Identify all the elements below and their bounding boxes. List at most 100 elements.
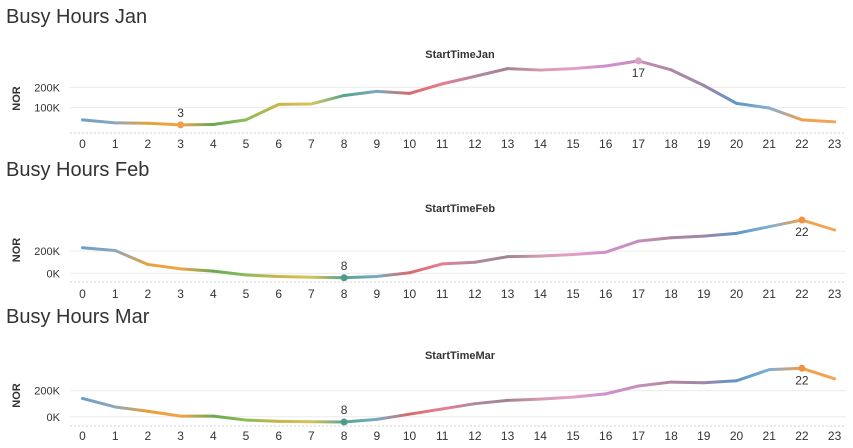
x-tick-label: 6: [275, 287, 282, 301]
line-segment: [802, 120, 835, 122]
x-tick-label: 4: [210, 287, 217, 301]
x-tick-label: 22: [795, 137, 809, 151]
x-tick-label: 3: [177, 137, 184, 151]
x-tick-label: 11: [436, 137, 449, 151]
line-segment: [410, 84, 443, 94]
x-tick-label: 7: [308, 137, 315, 151]
line-segment: [638, 238, 671, 241]
x-tick-label: 14: [534, 429, 548, 443]
x-tick-label: 14: [534, 137, 548, 151]
x-tick-label: 18: [664, 429, 678, 443]
line-segment: [246, 104, 279, 119]
x-tick-label: 17: [632, 429, 646, 443]
line-segment: [671, 236, 704, 238]
line-segment: [442, 262, 475, 264]
line-segment: [181, 269, 214, 271]
x-tick-label: 10: [403, 137, 417, 151]
x-tick-label: 12: [468, 137, 482, 151]
line-segment: [573, 394, 606, 397]
data-point-marker[interactable]: [341, 274, 348, 281]
line-segment: [213, 120, 246, 125]
y-tick-label: 100K: [34, 103, 60, 115]
data-point-marker[interactable]: [635, 57, 642, 64]
line-segment: [246, 420, 279, 421]
x-tick-label: 8: [341, 137, 348, 151]
line-segment: [704, 86, 737, 104]
y-tick-label: 200K: [34, 246, 60, 258]
x-tick-label: 6: [275, 429, 282, 443]
x-tick-label: 16: [599, 429, 613, 443]
data-label: 8: [341, 259, 348, 273]
x-tick-label: 20: [730, 137, 744, 151]
line-segment: [148, 123, 181, 125]
x-tick-label: 9: [373, 137, 380, 151]
y-axis-title: NOR: [11, 86, 23, 111]
y-tick-label: 0K: [47, 412, 61, 424]
x-tick-label: 5: [243, 429, 250, 443]
line-segment: [83, 120, 116, 123]
line-segment: [311, 95, 344, 104]
x-tick-label: 1: [112, 429, 119, 443]
x-tick-label: 0: [79, 287, 86, 301]
x-tick-label: 4: [210, 137, 217, 151]
data-point-marker[interactable]: [798, 217, 805, 224]
x-tick-label: 17: [632, 287, 646, 301]
x-tick-label: 22: [795, 287, 809, 301]
chart-title: StartTimeFeb: [425, 203, 495, 215]
line-segment: [83, 398, 116, 407]
x-tick-label: 17: [632, 137, 646, 151]
line-segment: [573, 252, 606, 254]
x-tick-label: 18: [664, 287, 678, 301]
x-tick-label: 0: [79, 137, 86, 151]
x-tick-label: 23: [828, 287, 842, 301]
line-segment: [410, 409, 443, 414]
x-tick-label: 12: [468, 429, 482, 443]
data-label: 22: [795, 373, 809, 387]
y-axis-title: NOR: [11, 383, 23, 408]
x-tick-label: 15: [566, 287, 580, 301]
x-tick-label: 3: [177, 429, 184, 443]
x-tick-label: 5: [243, 137, 250, 151]
line-segment: [508, 256, 541, 257]
line-segment: [83, 248, 116, 251]
line-segment: [442, 76, 475, 84]
line-segment: [704, 381, 737, 383]
data-label: 3: [177, 106, 184, 120]
x-tick-label: 19: [697, 287, 711, 301]
line-segment: [344, 419, 377, 422]
x-tick-label: 19: [697, 429, 711, 443]
x-tick-label: 2: [145, 137, 152, 151]
x-tick-label: 4: [210, 429, 217, 443]
data-point-marker[interactable]: [341, 419, 348, 426]
data-label: 17: [632, 66, 646, 80]
line-segment: [475, 257, 508, 263]
y-axis-title: NOR: [11, 238, 23, 263]
line-segment: [115, 407, 148, 411]
x-tick-label: 23: [828, 137, 842, 151]
line-segment: [115, 251, 148, 265]
line-segment: [410, 264, 443, 273]
x-tick-label: 2: [145, 287, 152, 301]
data-point-marker[interactable]: [177, 121, 184, 128]
line-segment: [213, 271, 246, 275]
data-label: 22: [795, 225, 809, 239]
line-segment: [508, 69, 541, 70]
x-tick-label: 18: [664, 137, 678, 151]
chart-title: StartTimeMar: [425, 350, 496, 362]
x-tick-label: 3: [177, 287, 184, 301]
y-tick-label: 200K: [34, 82, 60, 94]
x-tick-label: 10: [403, 287, 417, 301]
x-tick-label: 9: [373, 429, 380, 443]
x-tick-label: 10: [403, 429, 417, 443]
data-point-marker[interactable]: [798, 365, 805, 372]
x-tick-label: 8: [341, 429, 348, 443]
x-tick-label: 2: [145, 429, 152, 443]
x-tick-label: 13: [501, 429, 515, 443]
y-tick-label: 200K: [34, 386, 60, 398]
line-segment: [508, 399, 541, 400]
x-tick-label: 11: [436, 287, 449, 301]
